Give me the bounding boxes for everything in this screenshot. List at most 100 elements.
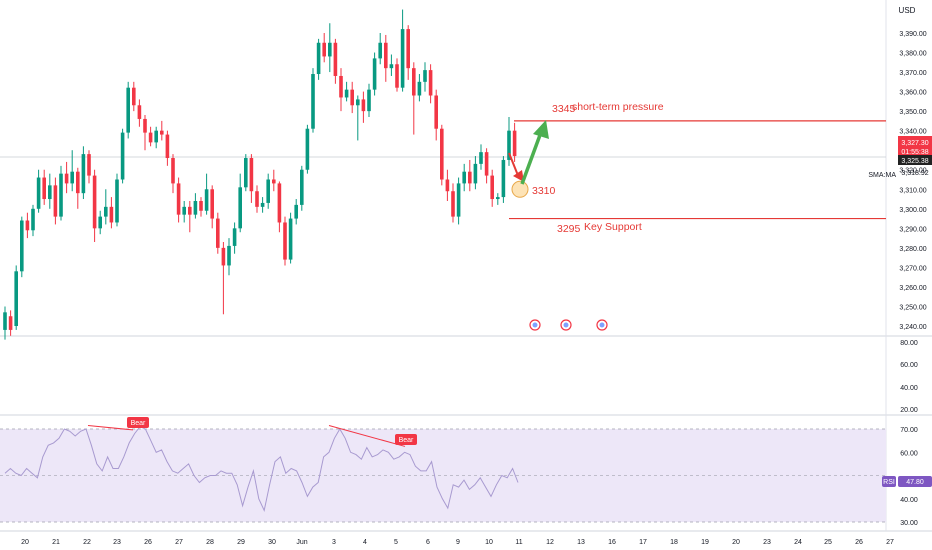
candle-body [3,312,7,330]
candle-body [87,154,91,176]
date-tick-label: 6 [426,539,430,546]
candle-body [70,171,74,184]
candle-body [451,191,455,217]
date-tick-label: 22 [83,539,91,546]
rsi-tick-label: 30.00 [900,520,918,527]
volume-tick-label: 80.00 [900,340,918,347]
candle-body [14,271,18,326]
pressure-text: short-term pressure [572,101,664,113]
target-circle [511,180,529,198]
date-tick-label: 26 [855,539,863,546]
date-tick-label: 12 [546,539,554,546]
date-tick-label: 21 [52,539,60,546]
candle-body [137,105,142,119]
candle-body [232,228,237,246]
date-tick-label: 13 [577,539,585,546]
event-flag-1[interactable] [529,319,541,331]
date-tick-label: 20 [732,539,740,546]
currency-label[interactable]: USD [899,6,916,15]
candle-body [445,179,450,192]
candle-body [456,183,461,217]
candle-body [176,183,181,215]
candle-body [378,42,382,59]
price-tick-label: 3,290.00 [899,226,926,233]
price-tick-label: 3,360.00 [899,90,926,97]
last-price-value: 3,327.30 [901,140,928,147]
candle-body [42,177,46,200]
date-tick-label: 24 [794,539,802,546]
candle-body [266,179,270,203]
candle-body [244,158,248,188]
candle-body [339,75,343,98]
candle-body [501,159,506,198]
prev-value: 3,318.92 [901,170,928,177]
candle-body [434,95,438,129]
candle-body [193,200,198,215]
bear-divergence-line [87,425,134,431]
annotation-layer [508,120,886,220]
date-tick-label: 28 [206,539,214,546]
candle-body [25,220,30,231]
price-tick-label: 3,300.00 [899,207,926,214]
candle-body [389,64,394,69]
candle-body [59,173,63,217]
candle-body [356,99,360,106]
price-tick-label: 3,310.00 [899,187,926,194]
candle-body [199,200,203,211]
candle-body [171,158,175,184]
date-tick-label: Jun [296,539,307,546]
rsi-legend: RSI 47.80 [882,476,932,487]
rsi-panel [0,428,886,523]
price-tick-label: 3,280.00 [899,246,926,253]
date-tick-label: 25 [824,539,832,546]
date-tick-label: 10 [485,539,493,546]
event-flag-2[interactable] [560,319,572,331]
candle-body [395,64,399,88]
rsi-label: RSI [883,479,895,486]
price-tick-label: 3,390.00 [899,31,926,38]
candle-body [104,206,108,217]
volume-tick-label: 60.00 [900,362,918,369]
candle-body [143,118,147,133]
date-tick-label: 27 [175,539,183,546]
candle-body [311,74,315,129]
date-tick-label: 11 [515,539,522,546]
up-arrow-shaft [520,134,542,185]
candle-body [417,81,422,96]
candle-body [120,132,125,180]
candle-body [344,89,349,98]
date-tick-label: 29 [237,539,245,546]
candle-body [53,185,58,217]
candle-body [367,89,371,112]
candle-body [188,206,192,215]
event-flag-3[interactable] [596,319,608,331]
price-tick-label: 3,340.00 [899,129,926,136]
candle-body [81,154,86,194]
candle-body [255,191,259,207]
candle-body [507,130,511,160]
candle-body [300,169,304,205]
candle-body [484,152,489,176]
candle-body [328,42,332,57]
candle-body [277,183,282,223]
candle-body [216,218,220,248]
rsi-tick-label: 40.00 [900,497,918,504]
pressure-value: 3345 [552,103,576,115]
candle-body [294,204,298,219]
volume-tick-label: 40.00 [900,385,918,392]
candle-body [283,222,287,260]
support-text: Key Support [584,221,642,233]
date-tick-label: 17 [639,539,647,546]
rsi-tick-label: 60.00 [900,450,918,457]
candle-body [428,70,433,96]
candle-body [288,218,293,260]
rsi-tick-label: 70.00 [900,427,918,434]
bear-label-text-1: Bear [131,420,146,427]
candle-body [305,128,310,170]
candlestick-series [3,9,517,340]
candle-body [400,29,405,88]
candle-body [412,68,416,96]
bear-label-text-2: Bear [399,437,414,444]
candle-body [238,187,242,229]
